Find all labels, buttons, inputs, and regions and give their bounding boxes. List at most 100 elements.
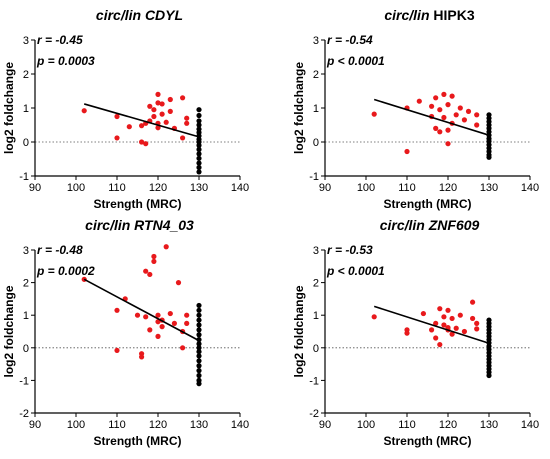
- x-axis-label: Strength (MRC): [384, 434, 472, 448]
- data-point: [453, 112, 459, 118]
- data-point: [196, 337, 202, 343]
- x-tick-label: 120: [149, 182, 167, 194]
- data-point: [445, 307, 451, 313]
- data-point: [474, 112, 480, 118]
- data-point: [184, 120, 190, 126]
- data-point: [147, 271, 153, 278]
- data-point: [114, 347, 120, 354]
- data-point: [151, 253, 157, 260]
- data-point: [441, 314, 447, 320]
- x-axis-label: Strength (MRC): [94, 434, 182, 448]
- x-tick-label: 100: [67, 419, 85, 431]
- regression-line: [83, 103, 200, 138]
- data-point: [180, 95, 186, 101]
- data-point: [420, 310, 426, 317]
- data-point: [196, 155, 202, 161]
- data-point: [196, 372, 202, 379]
- chart-title: circ/lin RTN4_03: [85, 217, 194, 233]
- x-tick-label: 100: [357, 419, 375, 431]
- data-point: [441, 91, 447, 97]
- data-point: [433, 125, 439, 131]
- p-annotation: p = 0.0003: [36, 54, 95, 68]
- y-tick-label: 2: [23, 278, 29, 290]
- data-point: [445, 127, 451, 133]
- data-point: [151, 107, 157, 113]
- y-tick-label: 0: [23, 137, 29, 149]
- data-point: [159, 324, 165, 330]
- x-tick-label: 140: [231, 419, 249, 431]
- data-point: [139, 123, 145, 129]
- p-annotation: p < 0.0001: [326, 54, 385, 68]
- chart-title: circ/lin ZNF609: [380, 217, 480, 233]
- y-axis-label: log2 foldchange: [292, 62, 306, 154]
- data-point: [445, 102, 451, 108]
- data-point: [196, 381, 202, 387]
- p-annotation: p < 0.0001: [326, 264, 385, 278]
- data-point: [114, 307, 120, 313]
- data-point: [371, 314, 377, 320]
- data-point: [196, 353, 202, 359]
- data-point: [474, 326, 480, 332]
- data-point: [196, 349, 202, 355]
- y-tick-label: 3: [23, 245, 29, 257]
- r-annotation: r = -0.48: [37, 243, 83, 257]
- data-point: [429, 327, 435, 333]
- x-tick-label: 90: [319, 419, 331, 431]
- chart-panel: circ/lin ZNF609 90 100 110 120 130 140 -2 -1 0 1 2 3…: [292, 217, 539, 448]
- data-point: [196, 332, 202, 338]
- x-tick-label: 130: [190, 419, 208, 431]
- data-point: [461, 328, 467, 335]
- y-tick-label: 1: [313, 103, 319, 115]
- data-point: [155, 91, 161, 97]
- data-point: [196, 151, 202, 157]
- data-point: [155, 125, 161, 131]
- data-point: [196, 146, 202, 153]
- data-point: [196, 358, 202, 364]
- data-point: [196, 307, 202, 313]
- r-annotation: r = -0.45: [37, 33, 83, 47]
- chart-title: circ/lin CDYL: [96, 7, 183, 23]
- data-point: [457, 312, 463, 318]
- data-point: [474, 320, 480, 326]
- data-point: [486, 154, 492, 160]
- x-tick-label: 120: [439, 419, 457, 431]
- data-point: [196, 302, 202, 309]
- data-point: [441, 322, 447, 328]
- x-tick-label: 90: [29, 419, 41, 431]
- data-point: [196, 142, 202, 148]
- data-point: [147, 103, 153, 109]
- data-point: [433, 320, 439, 326]
- y-tick-label: 1: [313, 310, 319, 322]
- chart-panel: circ/lin HIPK3 90 100 110 120 130 140 -1 0 1 2 3 Str…: [292, 7, 539, 211]
- data-point: [437, 306, 443, 312]
- y-tick-label: -1: [19, 375, 29, 387]
- data-point: [163, 119, 169, 125]
- data-point: [184, 312, 190, 318]
- x-tick-label: 90: [29, 182, 41, 194]
- chart-panel: circ/lin CDYL 90 100 110 120 130 140 -1 0 1 2 3 Stre…: [2, 7, 249, 211]
- data-point: [175, 280, 182, 286]
- x-tick-label: 100: [67, 182, 85, 194]
- data-point: [457, 105, 463, 111]
- data-point: [155, 319, 161, 325]
- data-point: [143, 314, 149, 320]
- x-axis-label: Strength (MRC): [94, 197, 182, 211]
- y-tick-label: 2: [23, 69, 29, 81]
- regression-line: [83, 278, 200, 342]
- data-point: [167, 310, 173, 317]
- data-point: [159, 101, 165, 107]
- regression-line: [373, 305, 490, 344]
- x-tick-label: 110: [108, 419, 126, 431]
- data-point: [151, 113, 157, 120]
- y-tick-label: 0: [313, 137, 319, 149]
- data-point: [449, 93, 455, 99]
- data-point: [143, 141, 149, 147]
- data-point: [404, 330, 410, 336]
- data-point: [461, 117, 467, 123]
- x-tick-label: 110: [108, 182, 126, 194]
- x-tick-label: 130: [190, 182, 208, 194]
- data-point: [196, 164, 202, 171]
- data-point: [163, 244, 169, 250]
- data-point: [147, 327, 153, 333]
- data-point: [171, 320, 177, 326]
